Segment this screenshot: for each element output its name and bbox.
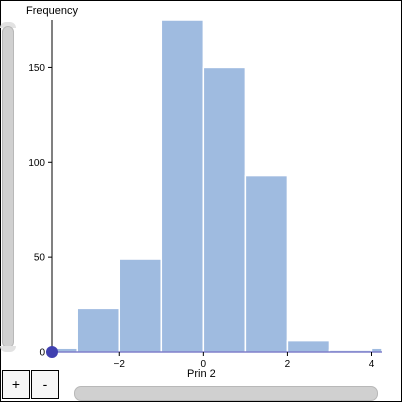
x-tick-label: −2: [114, 359, 126, 370]
x-tick-label: 0: [201, 359, 207, 370]
histogram-bar: [286, 339, 331, 353]
horizontal-scrollbar[interactable]: [70, 384, 382, 401]
zoom-in-button[interactable]: +: [2, 370, 30, 399]
y-tick-label: 100: [28, 158, 45, 169]
histogram-bar: [55, 347, 78, 353]
x-tick-label: 4: [369, 359, 375, 370]
y-tick-label: 150: [28, 63, 45, 74]
y-tick-label: 0: [39, 348, 45, 359]
zoom-out-button[interactable]: -: [31, 370, 59, 399]
axes-group: 0 50 100 150 −2 0 2 4: [28, 20, 382, 370]
histogram-bar: [202, 66, 247, 353]
histogram-bar: [370, 347, 383, 353]
bars-group: [55, 19, 383, 353]
range-handle[interactable]: [46, 346, 58, 358]
histogram-bar: [244, 174, 289, 353]
vertical-scrollbar-top-cap[interactable]: [0, 22, 16, 28]
x-tick-label: 2: [285, 359, 291, 370]
histogram-bar: [76, 307, 121, 353]
y-axis-label: Frequency: [26, 5, 78, 17]
horizontal-scrollbar-thumb[interactable]: [74, 386, 378, 401]
vertical-scrollbar-bottom-cap[interactable]: [0, 346, 16, 352]
x-axis-label: Prin 2: [187, 368, 216, 380]
histogram-bar: [160, 19, 205, 353]
histogram-bar: [118, 258, 163, 353]
y-tick-label: 50: [34, 253, 46, 264]
vertical-scrollbar[interactable]: [0, 22, 16, 352]
